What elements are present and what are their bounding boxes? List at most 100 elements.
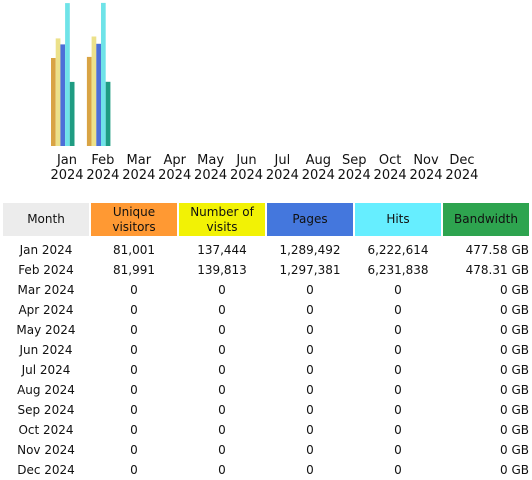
x-tick-label-mar-2024: Mar 2024 — [122, 153, 155, 183]
monthly-stats-table: Month Unique visitors Number of visits Pages H… — [1, 203, 531, 480]
cell-unique-visitors: 81,991 — [113, 263, 155, 277]
table-row: Feb 2024 81,991 139,813 1,297,381 6,231,838 4… — [3, 260, 529, 280]
chart-bars — [51, 2, 111, 147]
x-tick-label-nov-2024: Nov 2024 — [409, 153, 442, 183]
table-row: Sep 2024 0 0 0 0 0 GB — [3, 400, 530, 420]
cell-unique-visitors: 0 — [130, 363, 138, 377]
table-row: Jul 2024 0 0 0 0 0 GB — [3, 360, 529, 380]
cell-month: Feb 2024 — [18, 263, 74, 277]
cell-number-of-visits: 0 — [218, 363, 226, 377]
table-row: Nov 2024 0 0 0 0 0 GB — [3, 440, 529, 460]
cell-pages: 0 — [306, 323, 314, 337]
cell-month: Sep 2024 — [17, 403, 75, 417]
cell-unique-visitors: 0 — [130, 303, 138, 317]
table-row: Apr 2024 0 0 0 0 0 GB — [3, 300, 529, 320]
x-tick-label-dec-2024: Dec 2024 — [445, 153, 478, 183]
cell-unique-visitors: 0 — [130, 443, 138, 457]
table-row: Jun 2024 0 0 0 0 0 GB — [3, 340, 529, 360]
cell-pages: 0 — [306, 383, 314, 397]
x-tick-label-jun-2024: Jun 2024 — [230, 153, 263, 183]
cell-pages: 1,297,381 — [279, 263, 341, 277]
cell-pages: 0 — [306, 403, 314, 417]
cell-bandwidth: 0 GB — [500, 323, 529, 337]
cell-unique-visitors: 0 — [130, 323, 138, 337]
x-tick-label-may-2024: May 2024 — [194, 153, 227, 183]
cell-hits: 0 — [394, 363, 402, 377]
bar-hits-feb-2024 — [101, 2, 106, 147]
cell-number-of-visits: 0 — [218, 343, 226, 357]
cell-unique-visitors: 0 — [130, 463, 138, 477]
cell-pages: 0 — [306, 443, 314, 457]
cell-bandwidth: 0 GB — [500, 343, 529, 357]
cell-pages: 0 — [306, 303, 314, 317]
table-row: Aug 2024 0 0 0 0 0 GB — [3, 380, 529, 400]
column-header-month: Month — [3, 203, 89, 236]
cell-number-of-visits: 0 — [218, 423, 226, 437]
cell-number-of-visits: 0 — [218, 303, 226, 317]
cell-pages: 0 — [306, 423, 314, 437]
bar-unique-visitors-jan-2024 — [51, 58, 56, 146]
bar-unique-visitors-feb-2024 — [86, 56, 92, 146]
cell-hits: 0 — [394, 383, 402, 397]
cell-unique-visitors: 0 — [130, 383, 138, 397]
table-row: Oct 2024 0 0 0 0 0 GB — [3, 420, 529, 440]
cell-month: Mar 2024 — [17, 283, 75, 297]
cell-number-of-visits: 0 — [218, 463, 226, 477]
cell-bandwidth: 0 GB — [500, 283, 529, 297]
table-row: Mar 2024 0 0 0 0 0 GB — [3, 280, 530, 300]
cell-bandwidth: 0 GB — [500, 463, 529, 477]
cell-number-of-visits: 0 — [218, 443, 226, 457]
x-tick-label-oct-2024: Oct 2024 — [374, 153, 407, 183]
cell-bandwidth: 0 GB — [500, 443, 529, 457]
cell-hits: 0 — [394, 323, 402, 337]
cell-bandwidth: 0 GB — [500, 363, 529, 377]
bar-hits-jan-2024 — [65, 3, 70, 146]
cell-unique-visitors: 0 — [130, 403, 138, 417]
cell-hits: 0 — [394, 443, 402, 457]
cell-hits: 0 — [394, 343, 402, 357]
column-header-unique-visitors: Unique visitors — [91, 203, 177, 236]
bar-bandwidth-feb-2024 — [105, 81, 111, 146]
bar-bandwidth-jan-2024 — [69, 81, 75, 146]
x-tick-label-jul-2024: Jul 2024 — [266, 153, 299, 183]
cell-month: Aug 2024 — [17, 383, 75, 397]
cell-bandwidth: 0 GB — [500, 423, 529, 437]
table-row: Dec 2024 0 0 0 0 0 GB — [3, 460, 529, 480]
cell-bandwidth: 478.31 GB — [465, 263, 529, 277]
cell-pages: 0 — [306, 343, 314, 357]
cell-unique-visitors: 0 — [130, 283, 138, 297]
cell-month: Nov 2024 — [17, 443, 75, 457]
cell-month: Oct 2024 — [18, 423, 74, 437]
cell-pages: 0 — [306, 283, 314, 297]
cell-month: Dec 2024 — [17, 463, 75, 477]
table-body: Jan 2024 81,001 137,444 1,289,492 6,222,614 4… — [3, 236, 529, 480]
cell-pages: 1,289,492 — [279, 243, 341, 257]
bar-pages-feb-2024 — [96, 43, 101, 146]
cell-hits: 0 — [394, 423, 402, 437]
table-header-row: Month Unique visitors Number of visits Pages H… — [3, 203, 529, 236]
cell-month: Jan 2024 — [19, 243, 73, 257]
x-tick-label-feb-2024: Feb 2024 — [86, 153, 119, 183]
cell-hits: 0 — [394, 463, 402, 477]
bar-number-of-visits-feb-2024 — [91, 36, 97, 146]
cell-number-of-visits: 139,813 — [197, 263, 247, 277]
x-tick-label-apr-2024: Apr 2024 — [158, 153, 191, 183]
column-header-pages: Pages — [267, 203, 353, 236]
cell-number-of-visits: 0 — [218, 283, 226, 297]
x-tick-label-aug-2024: Aug 2024 — [302, 153, 335, 183]
cell-bandwidth: 0 GB — [500, 403, 529, 417]
cell-month: Jun 2024 — [19, 343, 73, 357]
cell-hits: 0 — [394, 303, 402, 317]
table-row: May 2024 0 0 0 0 0 GB — [3, 320, 529, 340]
x-tick-label-jan-2024: Jan 2024 — [50, 153, 83, 183]
cell-number-of-visits: 0 — [218, 323, 226, 337]
cell-pages: 0 — [306, 463, 314, 477]
cell-number-of-visits: 137,444 — [197, 243, 247, 257]
cell-unique-visitors: 0 — [130, 423, 138, 437]
x-tick-label-sep-2024: Sep 2024 — [338, 153, 371, 183]
cell-hits: 6,231,838 — [367, 263, 429, 277]
cell-hits: 0 — [394, 283, 402, 297]
cell-bandwidth: 477.58 GB — [465, 243, 529, 257]
